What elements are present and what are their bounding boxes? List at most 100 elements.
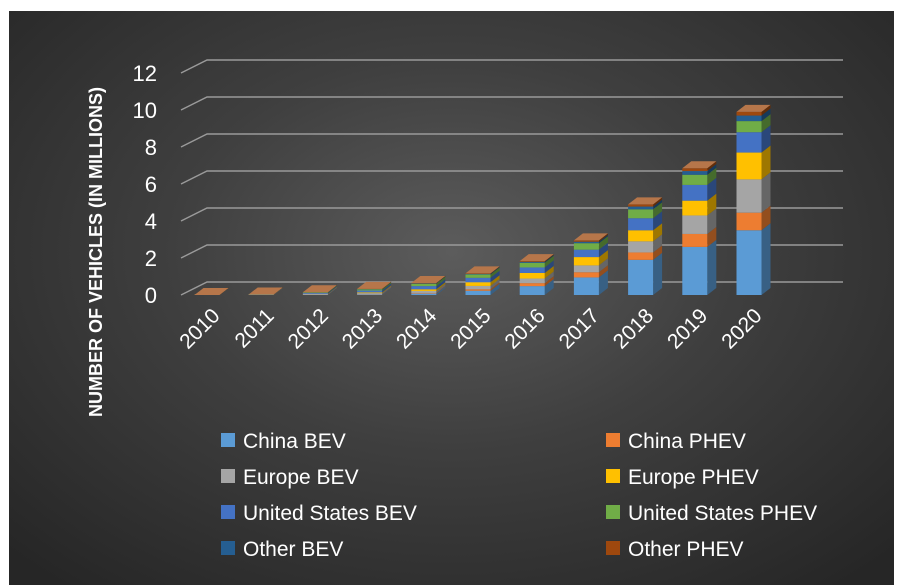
x-tick-label: 2013 bbox=[338, 304, 387, 353]
bar-segment bbox=[682, 233, 708, 247]
bar-top bbox=[194, 288, 229, 295]
bar-side bbox=[382, 282, 392, 291]
bar-segment bbox=[736, 111, 762, 116]
bar-side bbox=[707, 161, 717, 172]
bar-segment bbox=[411, 290, 437, 293]
bar-segment bbox=[736, 212, 762, 231]
bar-side bbox=[653, 252, 663, 295]
bar-side bbox=[327, 285, 337, 293]
bar-segment bbox=[628, 230, 654, 242]
x-tick-label: 2018 bbox=[609, 304, 658, 353]
bar-segment bbox=[682, 215, 708, 234]
bar-side bbox=[544, 254, 554, 263]
bar-segment bbox=[519, 272, 545, 279]
x-tick-label: 2017 bbox=[555, 304, 604, 353]
bar-stack-2017 bbox=[573, 233, 608, 295]
bar-side bbox=[436, 279, 446, 290]
legend-item: Europe BEV bbox=[221, 466, 359, 489]
bar-segment bbox=[573, 272, 599, 278]
x-tick-label: 2019 bbox=[663, 304, 712, 353]
bar-side bbox=[490, 282, 500, 291]
bar-top bbox=[302, 285, 337, 293]
bar-side bbox=[436, 285, 446, 294]
bar-side bbox=[436, 276, 446, 287]
bar-stack-2019 bbox=[682, 161, 717, 295]
bar-segment bbox=[573, 249, 599, 258]
bar-stack-2020 bbox=[736, 104, 771, 295]
bar-side bbox=[544, 260, 554, 273]
legend-label: Europe BEV bbox=[243, 466, 359, 489]
legend-item: Other BEV bbox=[221, 538, 343, 561]
bar-segment bbox=[573, 240, 599, 242]
bar-segment bbox=[465, 289, 491, 291]
y-tick-label: 2 bbox=[145, 246, 157, 271]
x-tick-label: 2012 bbox=[284, 304, 333, 353]
bar-segment bbox=[573, 257, 599, 266]
bar-stack-2011 bbox=[248, 286, 283, 295]
bar-side bbox=[598, 242, 608, 258]
legend-swatch bbox=[606, 541, 620, 555]
bar-stack-2014 bbox=[411, 275, 446, 295]
bar-segment bbox=[519, 267, 545, 273]
bar-stack-2015 bbox=[465, 266, 500, 295]
legend-label: United States BEV bbox=[243, 502, 417, 525]
legend-swatch bbox=[221, 433, 235, 447]
bar-side bbox=[436, 283, 446, 293]
bar-segment bbox=[736, 230, 762, 295]
chart-frame: 0 2 4 6 8 10 12 2010 2011 2012 2013 2014 2015 2016 20… bbox=[9, 11, 894, 585]
bar-side bbox=[382, 285, 392, 294]
bar-side bbox=[653, 223, 663, 242]
bar-segment bbox=[519, 283, 545, 287]
y-tick-label: 0 bbox=[145, 283, 157, 308]
bar-side bbox=[598, 234, 608, 244]
bar-side bbox=[707, 208, 717, 234]
bar-segment bbox=[628, 209, 654, 219]
legend-swatch bbox=[221, 505, 235, 519]
bar-side bbox=[490, 283, 500, 295]
gridlines bbox=[180, 59, 843, 296]
legend-swatch bbox=[221, 541, 235, 555]
gridline bbox=[180, 96, 843, 111]
legend-label: China BEV bbox=[243, 430, 346, 453]
legend-label: Europe PHEV bbox=[628, 466, 759, 489]
bar-side bbox=[382, 283, 392, 293]
bar-segment bbox=[302, 292, 328, 293]
bar-segment bbox=[628, 252, 654, 260]
bar-top bbox=[465, 266, 500, 274]
bar-side bbox=[761, 114, 771, 133]
x-tick-label: 2011 bbox=[231, 304, 279, 352]
bar-segment bbox=[411, 292, 437, 294]
legend-item: China PHEV bbox=[606, 430, 746, 453]
bar-segment bbox=[411, 293, 437, 295]
bar-side bbox=[653, 199, 663, 210]
bar-side bbox=[327, 285, 337, 294]
x-tick-label: 2020 bbox=[717, 304, 766, 353]
bar-side bbox=[707, 164, 717, 175]
bar-segment bbox=[411, 286, 437, 290]
x-tick-label: 2015 bbox=[446, 304, 495, 353]
bar-top bbox=[628, 197, 663, 205]
x-tick-label: 2010 bbox=[175, 304, 224, 353]
bar-stack-2018 bbox=[628, 197, 663, 295]
bar-side bbox=[598, 258, 608, 273]
bar-side bbox=[544, 255, 554, 268]
bar-side bbox=[707, 239, 717, 295]
bar-segment bbox=[465, 273, 491, 274]
bar-side bbox=[653, 245, 663, 260]
bar-side bbox=[598, 270, 608, 295]
bar-segment bbox=[736, 121, 762, 133]
bar-segment bbox=[573, 265, 599, 273]
bar-segment bbox=[519, 278, 545, 284]
gridline bbox=[180, 59, 843, 74]
bar-top bbox=[519, 254, 554, 262]
y-axis-label: NUMBER OF VEHICLES (IN MILLIONS) bbox=[86, 87, 106, 417]
bar-side bbox=[761, 145, 771, 180]
bar-segment bbox=[357, 290, 383, 293]
bar-segment bbox=[411, 283, 437, 287]
bar-side bbox=[598, 265, 608, 278]
x-tick-label: 2016 bbox=[500, 304, 549, 353]
bar-segment bbox=[682, 184, 708, 201]
legend-swatch bbox=[606, 433, 620, 447]
bar-segment bbox=[357, 293, 383, 295]
y-tick-label: 4 bbox=[145, 209, 157, 234]
